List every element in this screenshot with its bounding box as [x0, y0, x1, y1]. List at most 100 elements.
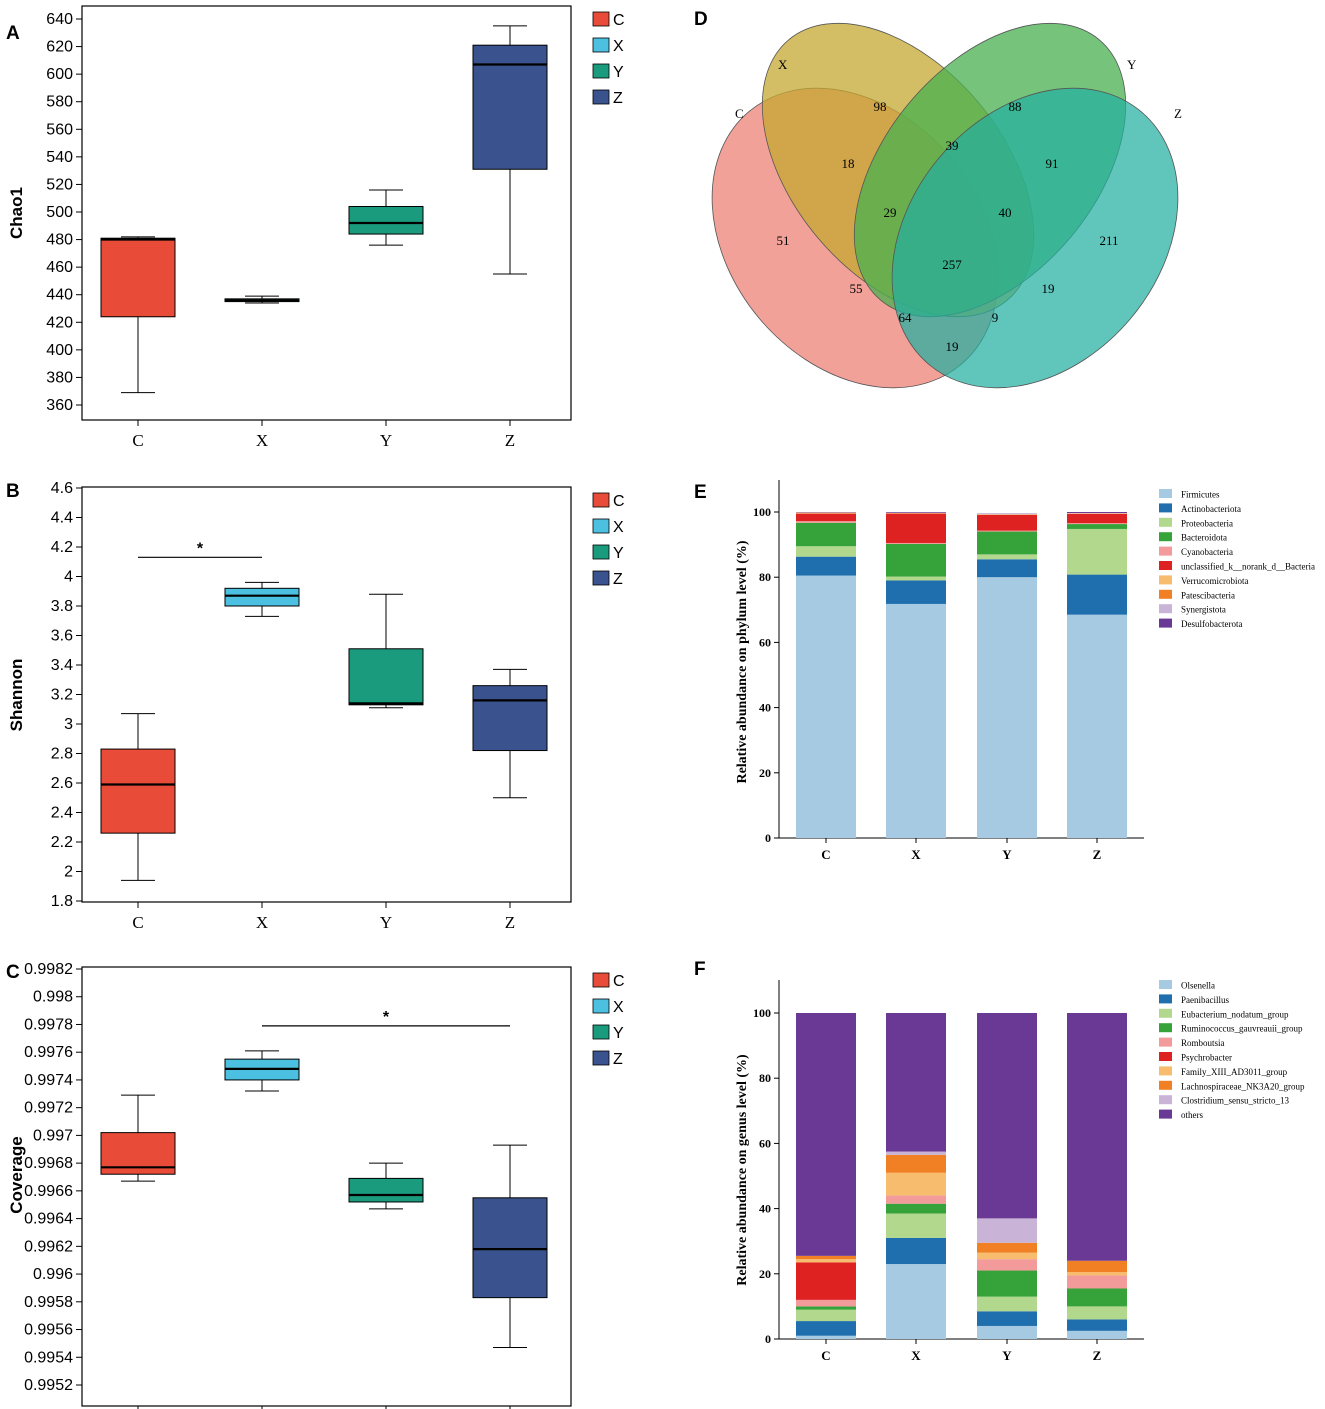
- x-tick-label: Y: [1002, 847, 1012, 862]
- legend-swatch: [1159, 1095, 1172, 1105]
- legend-label-z: Z: [613, 90, 623, 107]
- bar-segment-y-romboutsia: [977, 1259, 1037, 1271]
- bar-segment-z-family-xiii-ad3011-group: [1067, 1272, 1127, 1276]
- legend-swatch: [1159, 532, 1172, 542]
- y-tick-label: 0.997: [33, 1127, 73, 1144]
- y-axis-title: Coverage: [7, 1136, 26, 1213]
- significance-mark: *: [383, 1009, 390, 1026]
- coverage-boxplot: 0.9982 0.998 0.9978 0.9976 0.9974 0.9972 0.997…: [7, 961, 625, 1409]
- venn-count-cx: 18: [842, 156, 855, 171]
- bar-segment-x-ruminococcus-gauvreauii-group: [886, 1203, 946, 1214]
- y-tick-label: 620: [46, 39, 73, 56]
- legend-label: Verrucomicrobiota: [1181, 576, 1248, 586]
- bar-segment-c-romboutsia: [796, 1299, 856, 1307]
- legend-swatch-c: [592, 11, 610, 27]
- legend-label: Romboutsia: [1181, 1038, 1225, 1048]
- y-tick-label: 360: [46, 397, 73, 414]
- legend-swatch-y: [592, 1024, 610, 1040]
- bar-segment-c-paenibacillus: [796, 1321, 856, 1336]
- legend-label-z: Z: [613, 571, 623, 588]
- y-tick-label: 1.8: [51, 893, 73, 910]
- legend-swatch: [1159, 1066, 1172, 1076]
- legend-swatch-y: [592, 63, 610, 79]
- y-tick-label: 20: [759, 1267, 771, 1281]
- y-tick-label: 100: [753, 505, 771, 519]
- box-z: [472, 1197, 548, 1299]
- legend-label-c: C: [613, 493, 625, 510]
- venn-diagram: C X Y Z 51 98 88 211 18 39 91 29 40 257 …: [711, 22, 1182, 389]
- legend-swatch: [1159, 1109, 1172, 1119]
- y-tick-label: 0: [765, 831, 771, 845]
- y-tick-label: 0.9962: [24, 1238, 73, 1255]
- plot-frame: [81, 5, 572, 421]
- bar-segment-z-olsenella: [1067, 1330, 1127, 1339]
- bar-segment-y-unclassified-k-norank-d-bacteria: [977, 514, 1037, 531]
- legend-swatch-x: [592, 518, 610, 534]
- bar-segment-x-clostridium-sensu-stricto-13: [886, 1151, 946, 1155]
- bar-segment-z-bacteroidota: [1067, 524, 1127, 529]
- legend-label-y: Y: [613, 64, 624, 81]
- legend-label-y: Y: [613, 545, 624, 562]
- y-tick-label: 80: [759, 570, 771, 584]
- venn-set-label-z: Z: [1174, 106, 1182, 121]
- bar-segment-x-proteobacteria: [886, 576, 946, 581]
- phylum-stacked-bar-chart: 100 80 60 40 20 0 C X Y Z Relative abundance on ph…: [735, 480, 1315, 862]
- legend-swatch: [1159, 994, 1172, 1004]
- box-c: [100, 748, 176, 834]
- x-tick-label: C: [132, 913, 143, 932]
- bar-segment-y-olsenella: [977, 1325, 1037, 1339]
- legend-label: Firmicutes: [1181, 490, 1220, 500]
- legend-label: Paenibacillus: [1181, 995, 1229, 1005]
- bar-segment-y-eubacterium-nodatum-group: [977, 1296, 1037, 1312]
- y-tick-label: 0.9968: [24, 1155, 73, 1172]
- y-tick-label: 0.996: [33, 1266, 73, 1283]
- bar-segment-c-cyanobacteria: [796, 521, 856, 523]
- bar-segment-y-cyanobacteria: [977, 530, 1037, 532]
- y-tick-label: 4.4: [51, 510, 73, 527]
- x-tick-label: Z: [505, 913, 515, 932]
- legend-swatch: [1159, 503, 1172, 513]
- y-tick-label: 2.8: [51, 746, 73, 763]
- venn-count-xz: 64: [899, 310, 913, 325]
- legend-swatch: [1159, 561, 1172, 570]
- y-axis-title: Shannon: [7, 659, 26, 732]
- bar-segment-z-paenibacillus: [1067, 1319, 1127, 1331]
- panel-label-e: E: [694, 482, 707, 503]
- venn-count-y-only: 88: [1009, 99, 1022, 114]
- legend-swatch-z: [592, 89, 610, 105]
- y-tick-label: 2.6: [51, 775, 73, 792]
- plot-frame: [81, 966, 572, 1407]
- y-tick-label: 4.2: [51, 539, 73, 556]
- panel-label-a: A: [6, 23, 20, 44]
- legend-label-y: Y: [613, 1025, 624, 1042]
- bar-segment-c-firmicutes: [796, 575, 856, 838]
- bar-segment-z-cyanobacteria: [1067, 523, 1127, 525]
- legend-swatch: [1159, 618, 1172, 628]
- box-y: [348, 1177, 424, 1203]
- bar-segment-z-ruminococcus-gauvreauii-group: [1067, 1288, 1127, 1307]
- venn-count-cyz: 19: [1042, 281, 1055, 296]
- y-tick-label: 3.2: [51, 687, 73, 704]
- panel-label-f: F: [694, 959, 706, 980]
- bar-segment-z-lachnospiraceae-nk3a20-group: [1067, 1260, 1127, 1273]
- y-tick-label: 4: [64, 569, 73, 586]
- legend-swatch-x: [592, 37, 610, 53]
- bar-segment-c-family-xiii-ad3011-group: [796, 1259, 856, 1263]
- legend-swatch: [1159, 980, 1172, 989]
- bar-segment-c-lachnospiraceae-nk3a20-group: [796, 1255, 856, 1260]
- y-tick-label: 440: [46, 287, 73, 304]
- legend-label: Desulfobacterota: [1181, 619, 1242, 629]
- x-tick-label: X: [911, 1348, 921, 1363]
- legend-label: Patescibacteria: [1181, 590, 1235, 600]
- y-tick-label: 600: [46, 66, 73, 83]
- legend-swatch: [1159, 1037, 1172, 1047]
- y-tick-label: 400: [46, 342, 73, 359]
- legend-swatch: [1159, 575, 1172, 585]
- legend-label: others: [1181, 1110, 1203, 1120]
- x-tick-label: Z: [505, 431, 515, 450]
- x-tick-label: Y: [380, 431, 392, 450]
- legend-swatch: [1159, 1008, 1172, 1018]
- bar-segment-x-actinobacteriota: [886, 580, 946, 604]
- legend-label: Synergistota: [1181, 605, 1226, 615]
- legend-swatch-c: [592, 972, 610, 988]
